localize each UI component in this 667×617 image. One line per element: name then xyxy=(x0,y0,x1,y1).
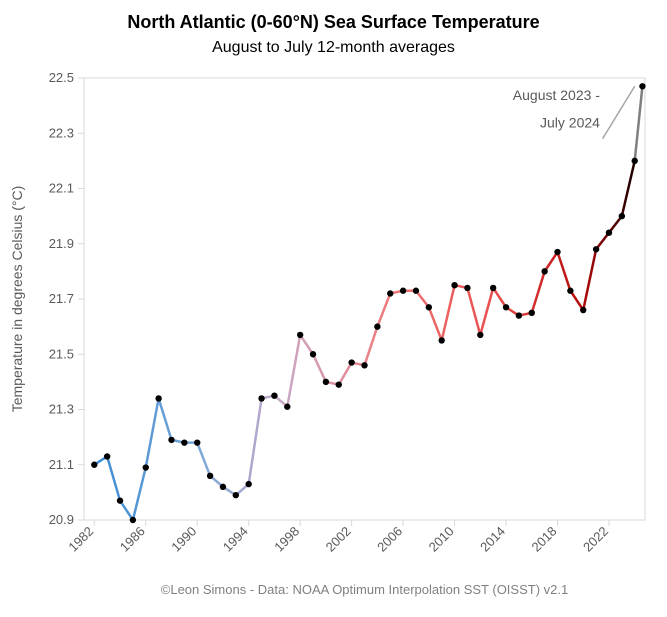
data-marker xyxy=(426,304,432,310)
data-marker xyxy=(310,351,316,357)
data-marker xyxy=(104,453,110,459)
chart-container: North Atlantic (0-60°N) Sea Surface Temp… xyxy=(0,0,667,617)
y-tick-label: 22.5 xyxy=(49,70,74,85)
data-marker xyxy=(258,395,264,401)
data-marker xyxy=(439,337,445,343)
y-tick-label: 20.9 xyxy=(49,512,74,527)
data-marker xyxy=(336,381,342,387)
data-marker xyxy=(194,439,200,445)
data-marker xyxy=(348,359,354,365)
y-tick-label: 21.1 xyxy=(49,457,74,472)
y-tick-label: 21.3 xyxy=(49,402,74,417)
y-tick-label: 22.1 xyxy=(49,181,74,196)
data-marker xyxy=(181,439,187,445)
x-tick-label: 1998 xyxy=(271,524,302,555)
data-marker xyxy=(361,362,367,368)
x-tick-label: 2002 xyxy=(323,524,354,555)
data-marker xyxy=(117,497,123,503)
data-marker xyxy=(632,158,638,164)
data-marker xyxy=(606,230,612,236)
chart-subtitle: August to July 12-month averages xyxy=(212,39,455,56)
y-tick-label: 21.9 xyxy=(49,236,74,251)
data-marker xyxy=(155,395,161,401)
data-marker xyxy=(554,249,560,255)
data-marker xyxy=(451,282,457,288)
data-marker xyxy=(91,462,97,468)
credit-text: ©Leon Simons - Data: NOAA Optimum Interp… xyxy=(161,582,568,597)
data-marker xyxy=(503,304,509,310)
plot-area xyxy=(84,78,645,520)
x-tick-label: 2022 xyxy=(580,524,611,555)
data-marker xyxy=(413,288,419,294)
x-tick-label: 1990 xyxy=(168,524,199,555)
x-tick-label: 2014 xyxy=(477,524,508,555)
data-marker xyxy=(516,312,522,318)
y-axis-label: Temperature in degrees Celsius (°C) xyxy=(9,186,25,413)
data-marker xyxy=(387,290,393,296)
data-marker-extrapolated xyxy=(639,83,645,89)
data-marker xyxy=(529,310,535,316)
data-marker xyxy=(220,484,226,490)
data-marker xyxy=(297,332,303,338)
x-tick-label: 2010 xyxy=(426,524,457,555)
x-tick-label: 1982 xyxy=(65,524,96,555)
data-marker xyxy=(477,332,483,338)
data-marker xyxy=(207,473,213,479)
annotation-line1: August 2023 - xyxy=(513,87,601,103)
data-marker xyxy=(541,268,547,274)
data-marker xyxy=(245,481,251,487)
data-marker xyxy=(400,288,406,294)
x-tick-label: 1994 xyxy=(220,524,251,555)
data-marker xyxy=(168,437,174,443)
x-tick-label: 2006 xyxy=(374,524,405,555)
y-tick-label: 21.5 xyxy=(49,346,74,361)
data-marker xyxy=(619,213,625,219)
data-marker xyxy=(130,517,136,523)
data-marker xyxy=(323,379,329,385)
data-marker xyxy=(271,392,277,398)
chart-title: North Atlantic (0-60°N) Sea Surface Temp… xyxy=(127,12,539,32)
x-tick-label: 2018 xyxy=(529,524,560,555)
data-marker xyxy=(233,492,239,498)
data-marker xyxy=(490,285,496,291)
data-marker xyxy=(580,307,586,313)
x-tick-label: 1986 xyxy=(117,524,148,555)
data-marker xyxy=(284,404,290,410)
y-tick-label: 22.3 xyxy=(49,125,74,140)
data-marker xyxy=(464,285,470,291)
data-marker xyxy=(567,288,573,294)
data-marker xyxy=(374,323,380,329)
data-marker xyxy=(143,464,149,470)
y-tick-label: 21.7 xyxy=(49,291,74,306)
annotation-line2: July 2024 xyxy=(540,115,600,131)
line-chart: North Atlantic (0-60°N) Sea Surface Temp… xyxy=(0,0,667,617)
data-marker xyxy=(593,246,599,252)
